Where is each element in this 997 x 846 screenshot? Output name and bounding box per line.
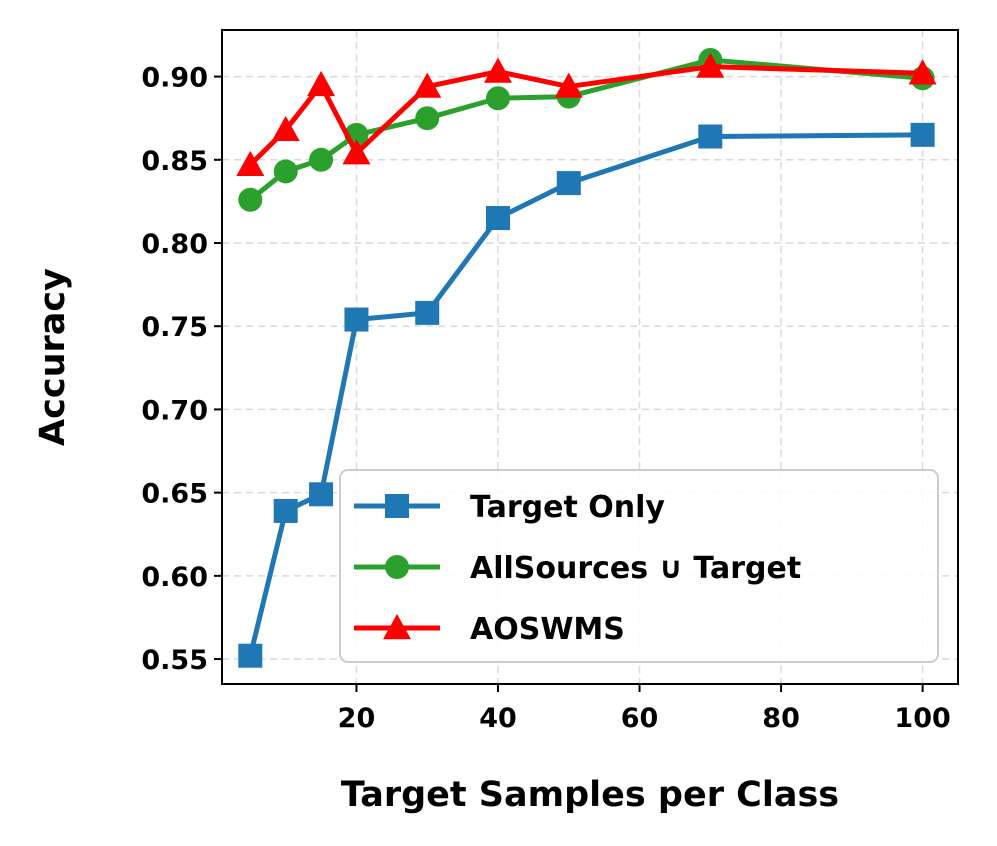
ticks: 20 40 60 80 100 0.55 0.60 0.65 0.70 0.75 0.80 0.85 0… [141, 63, 950, 734]
data-point [484, 57, 512, 83]
legend-item: AOSWMS [354, 612, 625, 647]
legend-label: Target Only [470, 490, 665, 525]
data-point [696, 52, 725, 78]
y-tick-label: 0.55 [141, 645, 208, 676]
plot-frame [221, 29, 959, 685]
data-point [486, 206, 510, 231]
data-point [556, 171, 581, 196]
data-point [908, 59, 937, 85]
series-1 [238, 122, 935, 668]
data-point [415, 300, 440, 325]
data-point [238, 187, 263, 212]
legend-label: AOSWMS [470, 612, 625, 647]
data-point [344, 307, 369, 332]
y-tick-label: 0.60 [141, 562, 208, 593]
x-tick-label: 40 [479, 703, 517, 734]
data-point [413, 72, 442, 98]
legend-label: AllSources ∪ Target [470, 551, 801, 586]
data-point [486, 86, 510, 111]
series-group [236, 47, 937, 668]
data-point [273, 159, 298, 184]
data-point [342, 139, 371, 165]
legend-marker [385, 555, 409, 579]
data-point [309, 147, 334, 172]
data-point [273, 498, 298, 523]
legend-marker [385, 494, 409, 518]
data-point [910, 122, 935, 147]
x-tick-label: 100 [894, 703, 950, 734]
legend-box [339, 469, 939, 663]
data-point [554, 72, 583, 98]
data-point [309, 482, 334, 507]
y-tick-label: 0.65 [141, 479, 208, 510]
x-axis-label: Target Samples per Class [341, 775, 839, 815]
data-point [238, 643, 263, 668]
legend-item: Target Only [354, 490, 665, 525]
x-tick-label: 60 [621, 703, 659, 734]
y-tick-label: 0.75 [141, 312, 208, 343]
y-tick-label: 0.90 [141, 63, 208, 94]
y-tick-label: 0.85 [141, 146, 208, 177]
data-point [698, 124, 723, 149]
data-point [415, 106, 440, 131]
data-point [271, 115, 300, 142]
legend-item: AllSources ∪ Target [354, 551, 801, 586]
data-point [307, 70, 336, 97]
y-axis-label: Accuracy [33, 268, 73, 446]
x-tick-label: 20 [338, 703, 376, 734]
data-point [236, 150, 265, 176]
y-tick-label: 0.70 [141, 395, 208, 426]
series-3 [236, 52, 937, 176]
legend-marker [383, 614, 411, 640]
x-tick-label: 80 [762, 703, 800, 734]
legend: Target Only AllSources ∪ Target AOSWMS [339, 469, 939, 663]
y-tick-label: 0.80 [141, 229, 208, 260]
